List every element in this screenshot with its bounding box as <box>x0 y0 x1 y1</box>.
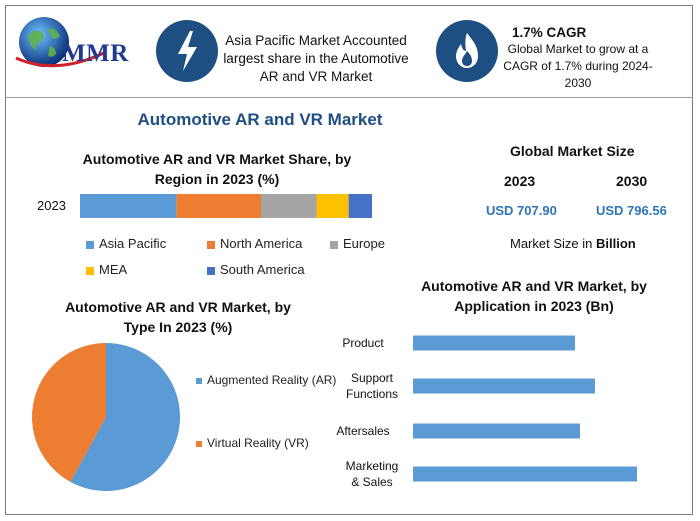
main-title: Automotive AR and VR Market <box>137 110 383 129</box>
asia-pacific-share-text: Asia Pacific Market Accounted largest sh… <box>223 33 409 84</box>
application-category-label: Product <box>342 336 384 350</box>
legend-swatch <box>207 240 215 249</box>
legend-item-south-america: South America <box>207 262 305 277</box>
legend-label: Europe <box>343 236 385 251</box>
region-bar-segment-europe <box>261 194 317 218</box>
pie-slice-augmented-reality-ar <box>70 343 180 492</box>
application-chart-title: Automotive AR and VR Market, by Applicat… <box>421 278 647 314</box>
application-category-label: Marketing & Sales <box>345 459 399 489</box>
legend-swatch <box>86 240 94 249</box>
legend-swatch <box>207 266 215 275</box>
logo-text: MMR <box>62 40 129 67</box>
legend-label: Asia Pacific <box>99 236 167 251</box>
region-chart-title: Automotive AR and VR Market Share, by Re… <box>82 151 352 187</box>
global-market-size-title: Global Market Size <box>510 143 635 159</box>
legend-swatch <box>196 440 202 447</box>
region-bar-segment-south-america <box>348 194 372 218</box>
legend-item-asia-pacific: Asia Pacific <box>86 236 166 251</box>
region-bar-segment-north-america <box>176 194 262 218</box>
lightning-bolt-icon <box>156 20 218 82</box>
legend-item-mea: MEA <box>86 262 127 277</box>
header-divider <box>5 97 693 98</box>
application-category-label: Aftersales <box>336 424 390 438</box>
market-size-2030-value: USD 796.56 <box>596 203 667 218</box>
type-chart-title: Automotive AR and VR Market, by Type In … <box>65 299 291 335</box>
pie-slice-virtual-reality-vr <box>32 343 106 482</box>
region-bar-segment-asia-pacific <box>80 194 177 218</box>
cagr-title: 1.7% CAGR <box>512 25 587 40</box>
year-2030-label: 2030 <box>616 173 648 189</box>
mmr-logo: MMR <box>14 14 144 86</box>
application-bar-marketing-sales <box>413 466 637 482</box>
legend-label: MEA <box>99 262 128 277</box>
cagr-description: Global Market to grow at a CAGR of 1.7% … <box>503 42 653 90</box>
application-category-label: Support Functions <box>345 371 399 401</box>
legend-swatch <box>330 240 338 249</box>
legend-item-augmented-reality-ar: Augmented Reality (AR) <box>196 373 336 387</box>
legend-label: North America <box>220 236 303 251</box>
application-bar-support-functions <box>413 378 595 394</box>
globe-icon <box>15 17 107 68</box>
application-bar-aftersales <box>413 423 580 439</box>
infographic-frame <box>5 5 693 515</box>
legend-item-north-america: North America <box>207 236 302 251</box>
legend-item-europe: Europe <box>330 236 385 251</box>
legend-label: South America <box>220 262 305 277</box>
region-category-label: 2023 <box>37 198 66 213</box>
legend-swatch <box>196 377 202 384</box>
legend-label: Virtual Reality (VR) <box>207 436 309 450</box>
legend-item-virtual-reality-vr: Virtual Reality (VR) <box>196 436 309 450</box>
year-2023-label: 2023 <box>504 173 536 189</box>
market-size-2023-value: USD 707.90 <box>486 203 557 218</box>
flame-icon <box>436 20 498 82</box>
region-bar-segment-mea <box>316 194 349 218</box>
application-bar-product <box>413 335 575 351</box>
legend-label: Augmented Reality (AR) <box>207 373 337 387</box>
legend-swatch <box>86 266 94 275</box>
market-size-unit-note: Market Size in Billion <box>510 236 636 251</box>
